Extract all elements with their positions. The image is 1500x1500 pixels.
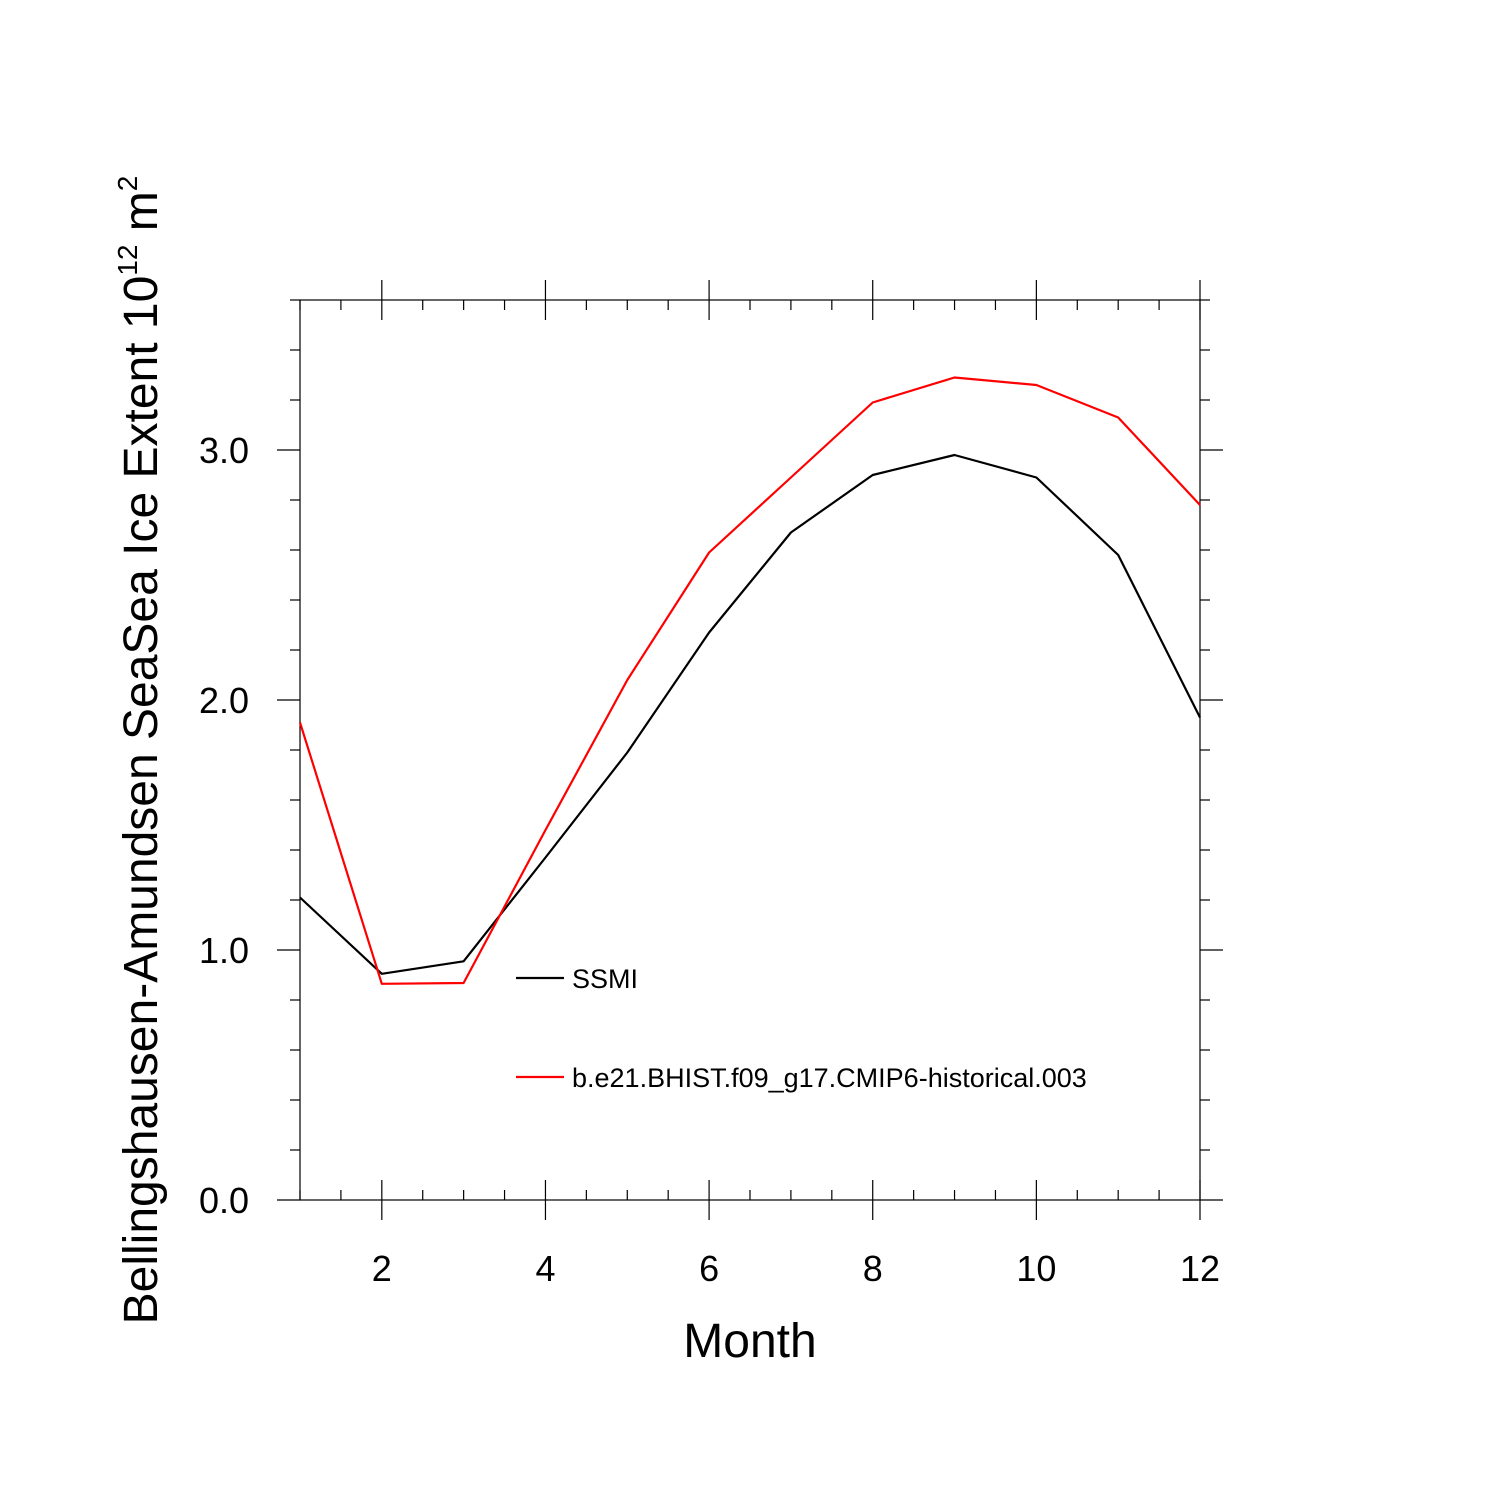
minor-ticks xyxy=(290,299,1210,1200)
y-tick-label: 1.0 xyxy=(199,930,249,971)
x-tick-label: 10 xyxy=(1016,1248,1056,1289)
y-axis-label: Bellingshausen-Amundsen SeaSea Ice Exten… xyxy=(112,176,168,1325)
series-line-2 xyxy=(298,376,1201,985)
x-axis-label: Month xyxy=(683,1315,816,1368)
x-tick-label: 6 xyxy=(699,1248,719,1289)
legend-label-1: SSMI xyxy=(572,964,638,994)
y-axis-label-unit xyxy=(115,231,168,244)
legend: SSMI b.e21.BHIST.f09_g17.CMIP6-historical… xyxy=(516,964,1087,1093)
y-tick-label: 0.0 xyxy=(199,1180,249,1221)
x-tick-label: 4 xyxy=(535,1248,555,1289)
x-tick-label: 2 xyxy=(372,1248,392,1289)
y-tick-label: 3.0 xyxy=(199,430,249,471)
y-axis-label-main: Bellingshausen-Amundsen SeaSea Ice Exten… xyxy=(115,276,168,1325)
series-lines xyxy=(298,376,1201,985)
y-axis-label-unit-text: m xyxy=(115,191,168,231)
series-line-1 xyxy=(299,453,1201,975)
x-tick-label: 8 xyxy=(863,1248,883,1289)
y-axis-label-unit-exponent: 2 xyxy=(112,176,143,192)
y-tick-labels: 0.0 1.0 2.0 3.0 xyxy=(199,430,249,1221)
x-tick-label: 12 xyxy=(1180,1248,1220,1289)
y-tick-label: 2.0 xyxy=(199,680,249,721)
legend-label-2: b.e21.BHIST.f09_g17.CMIP6-historical.003 xyxy=(572,1063,1087,1093)
y-axis-label-exponent: 12 xyxy=(112,245,143,276)
major-ticks xyxy=(277,280,1223,1220)
x-tick-labels: 2 4 6 8 10 12 xyxy=(372,1248,1220,1289)
